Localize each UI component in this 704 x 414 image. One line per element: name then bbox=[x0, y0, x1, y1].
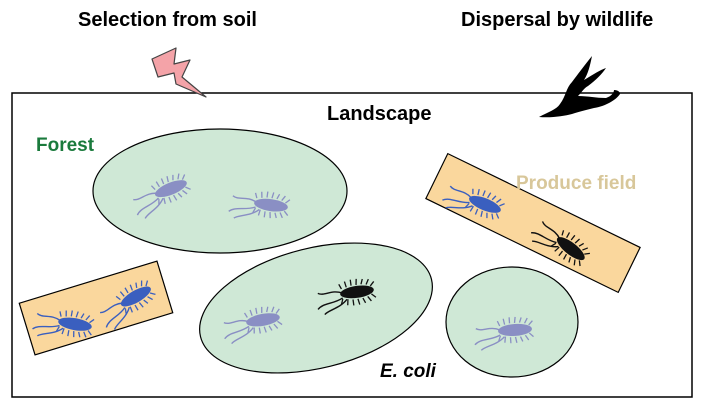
organism-label: E. coli bbox=[380, 361, 436, 382]
forest-patch-1 bbox=[92, 128, 348, 254]
lightning-icon bbox=[151, 47, 207, 98]
forest-patch-2 bbox=[199, 242, 433, 374]
landscape-frame bbox=[11, 92, 693, 398]
landscape-label: Landscape bbox=[327, 103, 432, 125]
produce-field-right bbox=[425, 152, 641, 294]
selection-label: Selection from soil bbox=[78, 9, 257, 31]
produce-field-label: Produce field bbox=[516, 173, 637, 194]
forest-patch-3 bbox=[445, 266, 579, 378]
bird-icon bbox=[539, 56, 620, 118]
dispersal-label: Dispersal by wildlife bbox=[461, 9, 654, 31]
produce-field-left bbox=[18, 260, 174, 356]
forest-label: Forest bbox=[36, 135, 95, 156]
